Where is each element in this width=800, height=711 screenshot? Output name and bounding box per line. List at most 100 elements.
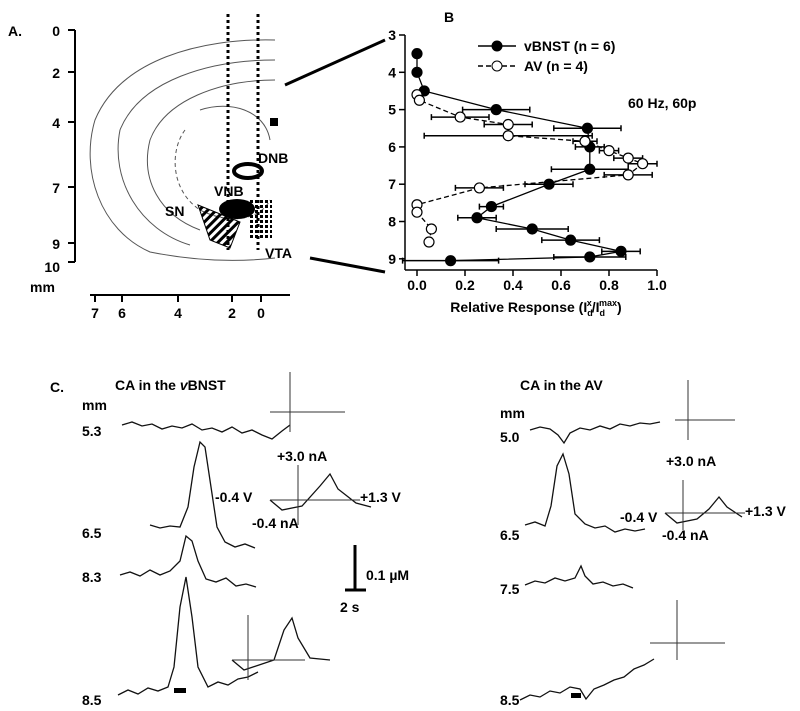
x-axis-label: Relative Response (Idx/Idmax): [450, 298, 621, 318]
trace: [119, 534, 257, 588]
depth-label: 5.0: [500, 429, 520, 445]
depth-unit: mm: [500, 405, 525, 421]
traces-left: [117, 372, 372, 696]
depth-label: 7: [52, 180, 60, 196]
panel-label: C.: [50, 379, 64, 395]
point: [411, 48, 423, 60]
point: [425, 223, 437, 235]
dnb: [232, 162, 264, 180]
point: [526, 223, 538, 235]
point: [454, 111, 466, 123]
trace: [117, 576, 259, 696]
point: [622, 152, 634, 164]
scale-label: 0.1 µM: [366, 567, 409, 583]
depth-label: 0: [52, 23, 60, 39]
point: [490, 104, 502, 116]
point: [622, 169, 634, 181]
vta: [250, 200, 272, 240]
contour: [146, 79, 276, 231]
label-part: x: [587, 298, 592, 308]
lateral-label: 4: [174, 305, 182, 321]
marker: [270, 118, 278, 126]
scale-label: 2 s: [340, 599, 360, 615]
stim-bar: [571, 693, 581, 698]
trace: [519, 658, 655, 701]
lateral-label: 6: [118, 305, 126, 321]
connector: [309, 256, 386, 274]
label-part: max: [599, 298, 617, 308]
contour: [199, 105, 271, 141]
trace: [121, 421, 291, 440]
region-label: SN: [165, 203, 184, 219]
depth-label: 8.3: [82, 569, 102, 585]
y-tick-label: 6: [388, 139, 396, 155]
trace: [524, 452, 646, 533]
legend-marker: [491, 40, 503, 52]
profile-chart: 3 4 5 6 7 8 9 0.0 0.2 0.4 0.6 0.8 1.0 vBNST (n = 6) AV…: [388, 27, 667, 293]
cv-label: +3.0 nA: [277, 448, 327, 464]
x-tick-label: 0.4: [503, 277, 523, 293]
x-tick-label: 0.8: [599, 277, 619, 293]
point: [423, 236, 435, 248]
connector: [284, 38, 386, 87]
label-part: d: [587, 308, 593, 318]
lateral-label: 2: [228, 305, 236, 321]
outline: [89, 39, 276, 261]
x-tick-label: 0.6: [551, 277, 571, 293]
vnb: [219, 199, 255, 219]
cv-label: +1.3 V: [360, 489, 402, 505]
point: [564, 234, 577, 246]
region-label: DNB: [258, 150, 288, 166]
depth-ticks: [68, 29, 75, 263]
depth-label: 10: [44, 259, 60, 275]
label-part: ): [617, 299, 622, 315]
lateral-label: 0: [257, 305, 265, 321]
point: [636, 158, 649, 170]
trace-title: CA in the vBNST: [115, 377, 226, 393]
sn: [197, 204, 241, 249]
depth-label: 2: [52, 65, 60, 81]
stim-bar: [174, 688, 186, 693]
lateral-label: 7: [91, 305, 99, 321]
point: [584, 251, 596, 263]
lateral-ticks: [94, 295, 262, 302]
cv-label: +3.0 nA: [666, 453, 716, 469]
point: [502, 130, 514, 142]
legend-marker: [491, 60, 503, 72]
point: [413, 94, 425, 106]
annotation: 60 Hz, 60p: [628, 95, 696, 111]
point: [445, 255, 457, 267]
cv-label: -0.4 nA: [252, 515, 299, 531]
depth-label: 6.5: [82, 525, 102, 541]
x-tick-label: 0.0: [407, 277, 427, 293]
y-tick-label: 8: [388, 214, 396, 230]
label-part: d: [600, 308, 606, 318]
point: [579, 135, 591, 147]
trace-title: CA in the AV: [520, 377, 603, 393]
point: [581, 122, 594, 134]
depth-unit: mm: [82, 397, 107, 413]
x-tick-label: 1.0: [647, 277, 667, 293]
legend-label: AV (n = 4): [524, 58, 588, 74]
depth-label: 8.5: [82, 692, 102, 708]
y-tick-label: 5: [388, 102, 396, 118]
depth-label: 4: [52, 115, 60, 131]
point: [502, 118, 514, 131]
depth-label: 8.5: [500, 692, 520, 708]
point: [411, 66, 423, 78]
cv-label: -0.4 V: [620, 509, 658, 525]
point: [485, 200, 497, 213]
depth-label: 7.5: [500, 581, 520, 597]
point: [615, 245, 627, 257]
label-part: /I: [592, 299, 600, 315]
depth-label: 6.5: [500, 527, 520, 543]
contour: [117, 59, 276, 246]
x-tick-label: 0.2: [455, 277, 475, 293]
cv-label: -0.4 V: [215, 489, 253, 505]
cv: [231, 616, 331, 671]
title-part: CA in the: [115, 377, 180, 393]
trace: [529, 421, 661, 445]
cv-label: +1.3 V: [745, 503, 787, 519]
brain-section: [89, 39, 276, 261]
